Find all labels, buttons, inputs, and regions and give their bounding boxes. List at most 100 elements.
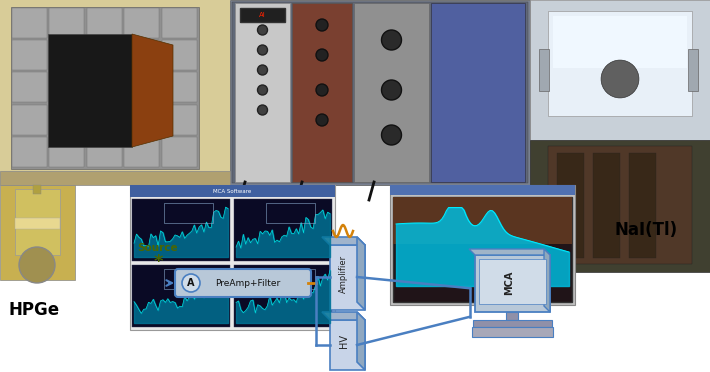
Polygon shape [357, 312, 365, 370]
Bar [240, 8, 285, 22]
Bar [162, 72, 197, 102]
Circle shape [601, 60, 639, 98]
Bar [162, 137, 197, 167]
Text: AI: AI [259, 12, 266, 18]
Polygon shape [330, 245, 365, 310]
Bar [0, 185, 75, 280]
Bar [49, 105, 84, 135]
Bar [232, 2, 528, 183]
Bar [12, 40, 47, 70]
Bar [390, 185, 575, 305]
Bar [629, 153, 656, 258]
Bar [162, 105, 197, 135]
Bar [475, 255, 550, 312]
Circle shape [182, 274, 200, 292]
Bar [162, 8, 197, 38]
Circle shape [19, 247, 55, 283]
Bar [393, 197, 572, 244]
Bar [87, 137, 122, 167]
Bar [124, 72, 159, 102]
Text: A: A [187, 278, 195, 288]
Bar [33, 185, 41, 194]
Text: Amplifier: Amplifier [339, 254, 348, 292]
Circle shape [381, 30, 401, 50]
Bar [234, 199, 332, 261]
Bar [354, 3, 429, 182]
Bar [548, 146, 692, 264]
Bar [87, 105, 122, 135]
Bar [473, 320, 552, 327]
Bar [132, 265, 230, 327]
Bar [49, 72, 84, 102]
Polygon shape [322, 312, 365, 320]
Bar [164, 269, 213, 289]
Text: HV: HV [339, 334, 349, 348]
Bar [124, 40, 159, 70]
Text: *: * [153, 253, 163, 271]
Bar [162, 40, 197, 70]
Text: MCA: MCA [505, 270, 515, 295]
Bar [164, 203, 213, 223]
Circle shape [316, 84, 328, 96]
Text: PreAmp+Filter: PreAmp+Filter [215, 279, 280, 288]
Circle shape [316, 114, 328, 126]
Bar [11, 7, 199, 169]
Bar [12, 105, 47, 135]
Bar [124, 8, 159, 38]
Bar [12, 137, 47, 167]
Bar [506, 312, 518, 320]
Text: Source: Source [138, 243, 178, 253]
Circle shape [258, 25, 268, 35]
Bar [87, 40, 122, 70]
Polygon shape [469, 249, 550, 255]
Bar [688, 49, 698, 91]
Bar [0, 171, 230, 185]
Bar [15, 189, 60, 255]
Polygon shape [322, 237, 365, 245]
Bar [0, 0, 230, 185]
Bar [393, 197, 572, 302]
Bar [87, 72, 122, 102]
Bar [130, 185, 335, 330]
Circle shape [381, 80, 401, 100]
Bar [235, 3, 290, 182]
Bar [530, 0, 710, 140]
Polygon shape [544, 249, 550, 312]
Bar [266, 203, 315, 223]
Bar [130, 185, 335, 197]
Bar [132, 199, 230, 261]
Bar [553, 16, 687, 68]
Text: HPGe: HPGe [8, 301, 59, 319]
Circle shape [258, 65, 268, 75]
Text: NaI(Tl): NaI(Tl) [615, 221, 678, 239]
Circle shape [381, 125, 401, 145]
Bar [548, 11, 692, 116]
Bar [12, 8, 47, 38]
Bar [124, 137, 159, 167]
Bar [234, 265, 332, 327]
Bar [479, 259, 546, 304]
Bar [49, 8, 84, 38]
Bar [593, 153, 620, 258]
Circle shape [316, 49, 328, 61]
Text: MCA Software: MCA Software [214, 189, 251, 193]
Bar [124, 105, 159, 135]
FancyBboxPatch shape [175, 269, 311, 297]
Bar [230, 0, 530, 185]
Bar [15, 218, 60, 229]
Bar [472, 327, 553, 337]
Circle shape [258, 105, 268, 115]
Bar [87, 8, 122, 38]
Bar [390, 185, 575, 195]
Circle shape [258, 45, 268, 55]
Polygon shape [330, 320, 365, 370]
Bar [431, 3, 525, 182]
Circle shape [316, 19, 328, 31]
Bar [49, 137, 84, 167]
Bar [266, 269, 315, 289]
Bar [49, 40, 84, 70]
Polygon shape [132, 34, 173, 147]
Bar [48, 34, 132, 147]
Bar [557, 153, 584, 258]
Bar [12, 72, 47, 102]
